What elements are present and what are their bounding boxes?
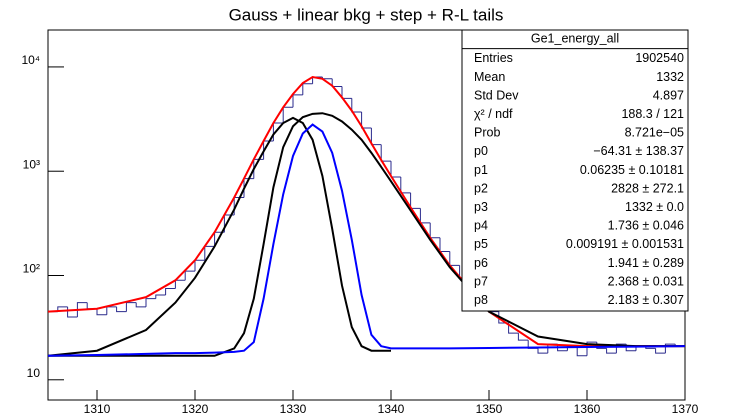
stats-title: Ge1_energy_all [531, 32, 619, 46]
x-tick-label: 1360 [574, 402, 601, 416]
stats-value: 1332 [656, 70, 684, 84]
histogram-bin [292, 94, 303, 108]
stats-label: p8 [474, 293, 488, 307]
plot-area [48, 75, 685, 357]
stats-value: 0.009191 ± 0.001531 [566, 237, 684, 251]
histogram-bin [449, 251, 460, 266]
histogram-bin [410, 192, 421, 209]
stats-box [461, 29, 689, 312]
x-tick-label: 1350 [476, 402, 503, 416]
x-tick-label: 1310 [84, 402, 111, 416]
y-tick-label: 10⁴ [21, 53, 40, 67]
stats-label: p6 [474, 256, 488, 270]
histogram-bin [302, 83, 313, 95]
stats-label: p2 [474, 181, 488, 195]
x-tick-label: 1370 [672, 402, 699, 416]
stats-value: 1.941 ± 0.289 [608, 256, 684, 270]
fit-curve [48, 112, 685, 357]
histogram-bin [67, 306, 78, 318]
stats-label: p0 [474, 144, 488, 158]
stats-value: −64.31 ± 138.37 [593, 144, 684, 158]
stats-label: p7 [474, 274, 488, 288]
histogram-bin [400, 177, 411, 194]
x-tick-label: 1320 [182, 402, 209, 416]
y-tick-label: 10² [23, 262, 40, 276]
fit-curve [48, 116, 391, 357]
x-tick-label: 1340 [378, 402, 405, 416]
histogram-bin [419, 208, 431, 224]
stats-value: 2828 ± 272.1 [611, 181, 684, 195]
histogram-bin [155, 294, 166, 299]
stats-value: 188.3 / 121 [621, 107, 684, 121]
histogram-bin [557, 344, 568, 352]
y-tick-label: 10 [27, 366, 41, 380]
histogram-bin [361, 111, 372, 129]
stats-value: 1.736 ± 0.046 [608, 219, 684, 233]
histogram-bin [76, 302, 88, 318]
histogram-bin [655, 348, 666, 354]
stats-label: Entries [474, 51, 513, 65]
histogram-bin [116, 306, 127, 313]
histogram-bin [380, 144, 391, 162]
x-tick-label: 1330 [280, 402, 307, 416]
histogram-bin [106, 306, 117, 315]
histogram-bin [96, 308, 107, 316]
stats-value: 2.368 ± 0.031 [608, 274, 684, 288]
histogram-bin [508, 323, 519, 334]
histogram-bin [439, 237, 450, 252]
stats-label: χ² / ndf [474, 107, 513, 121]
histogram-bin [576, 346, 587, 357]
histogram-bin [135, 302, 146, 308]
stats-label: Std Dev [474, 88, 519, 102]
stats-label: p1 [474, 163, 488, 177]
chart-title: Gauss + linear bkg + step + R-L tails [229, 5, 504, 24]
stats-value: 0.06235 ± 0.10181 [580, 163, 684, 177]
histogram-bin [125, 302, 137, 312]
histogram-bin [517, 333, 529, 341]
histogram-bin [390, 161, 401, 178]
stats-label: p4 [474, 219, 488, 233]
histogram-bin [331, 78, 342, 87]
histogram-bin [615, 343, 627, 354]
histogram-bin [165, 288, 176, 296]
histogram-bin [429, 222, 440, 239]
stats-label: Mean [474, 70, 505, 84]
histogram-bin [341, 86, 352, 99]
histogram-bin [351, 98, 362, 113]
fit-curve [48, 123, 685, 357]
stats-label: p5 [474, 237, 488, 251]
histogram-bin [321, 77, 333, 80]
stats-value: 4.897 [653, 88, 684, 102]
stats-value: 2.183 ± 0.307 [608, 293, 684, 307]
fit-curve [48, 75, 685, 348]
histogram-bin [664, 343, 676, 354]
stats-value: 1902540 [635, 51, 684, 65]
histogram-bin [370, 127, 382, 146]
stats-label: p3 [474, 200, 488, 214]
histogram-bin [145, 298, 156, 307]
stats-value: 1332 ± 0.0 [625, 200, 684, 214]
stats-label: Prob [474, 126, 500, 140]
stats-value: 8.721e−05 [625, 126, 684, 140]
histogram-bin [243, 178, 254, 198]
histogram-bin [174, 279, 186, 289]
histogram-bin [586, 341, 597, 356]
y-tick-label: 10³ [23, 157, 40, 171]
histogram-bin [537, 348, 548, 354]
histogram-bin [606, 348, 617, 354]
histogram-bin [57, 306, 68, 312]
histogram-bin [86, 302, 97, 310]
